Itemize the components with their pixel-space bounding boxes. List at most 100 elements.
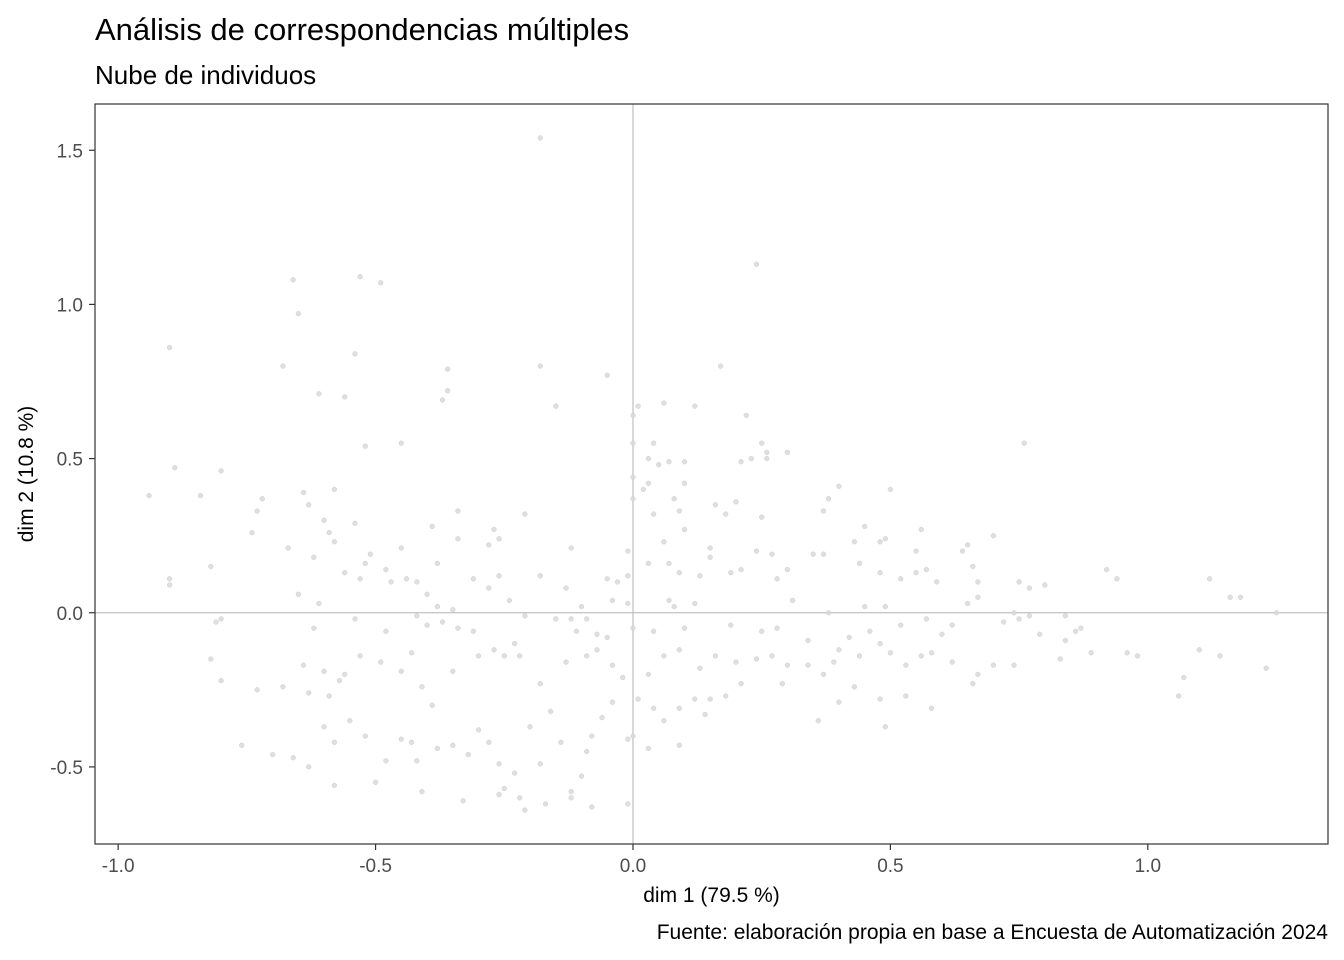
- data-point: [661, 539, 667, 545]
- data-point: [913, 570, 919, 576]
- data-point: [331, 539, 338, 545]
- data-point: [712, 653, 719, 659]
- data-point: [197, 493, 204, 499]
- data-point: [975, 594, 981, 600]
- data-point: [424, 591, 430, 597]
- data-point: [491, 647, 497, 653]
- data-point: [609, 662, 616, 668]
- data-point: [486, 585, 492, 591]
- data-point: [898, 622, 904, 628]
- data-point: [676, 647, 682, 653]
- data-point: [424, 622, 430, 628]
- data-point: [1026, 585, 1033, 591]
- data-point: [568, 788, 574, 795]
- data-point: [743, 412, 749, 419]
- data-point: [383, 566, 389, 573]
- data-point: [1026, 613, 1033, 619]
- data-point: [450, 607, 456, 613]
- data-point: [630, 733, 636, 739]
- data-point: [321, 724, 327, 730]
- data-point: [357, 576, 363, 582]
- data-point: [300, 662, 307, 668]
- data-point: [218, 677, 224, 684]
- data-point: [537, 573, 543, 579]
- x-tick-label: -1.0: [102, 856, 135, 877]
- data-point: [903, 693, 909, 699]
- data-point: [625, 573, 631, 579]
- data-point: [311, 625, 317, 631]
- data-point: [511, 770, 518, 776]
- data-point: [1273, 610, 1280, 616]
- data-point: [398, 668, 404, 674]
- data-point: [547, 708, 554, 715]
- data-point: [367, 551, 374, 557]
- data-point: [280, 684, 286, 690]
- data-point: [661, 400, 667, 406]
- data-point: [831, 659, 837, 665]
- data-point: [414, 758, 420, 764]
- data-point: [759, 440, 765, 446]
- data-point: [923, 566, 930, 573]
- data-point: [805, 662, 811, 668]
- data-point: [300, 489, 307, 496]
- data-point: [676, 508, 682, 514]
- data-point: [1016, 579, 1022, 585]
- data-point: [589, 733, 595, 739]
- data-point: [522, 807, 528, 813]
- chart-caption: Fuente: elaboración propia en base a Enc…: [656, 921, 1328, 944]
- data-point: [388, 579, 394, 585]
- data-point: [470, 576, 477, 582]
- data-point: [769, 653, 775, 659]
- data-point: [681, 459, 688, 465]
- data-point: [450, 742, 456, 748]
- data-point: [666, 597, 672, 604]
- data-point: [784, 566, 791, 573]
- data-point: [517, 653, 523, 659]
- data-point: [728, 570, 734, 576]
- data-point: [903, 662, 909, 668]
- data-point: [563, 659, 569, 665]
- data-point: [1217, 653, 1223, 659]
- data-point: [774, 625, 780, 631]
- data-point: [645, 560, 652, 567]
- data-point: [383, 628, 389, 634]
- data-point: [553, 616, 559, 622]
- data-point: [460, 798, 466, 804]
- data-point: [239, 742, 245, 748]
- data-point: [887, 650, 894, 656]
- data-point: [455, 625, 461, 631]
- data-point: [167, 582, 173, 588]
- data-point: [316, 391, 322, 397]
- data-points: [146, 135, 1280, 813]
- data-point: [856, 560, 863, 567]
- data-point: [506, 597, 513, 604]
- data-point: [681, 480, 688, 486]
- data-point: [650, 511, 657, 517]
- data-point: [573, 628, 580, 634]
- data-point: [496, 761, 502, 767]
- data-point: [1062, 637, 1069, 644]
- data-point: [625, 736, 631, 742]
- data-point: [378, 280, 384, 286]
- data-point: [578, 773, 585, 779]
- data-point: [568, 545, 574, 551]
- chart-subtitle: Nube de individuos: [95, 60, 317, 90]
- data-point: [584, 748, 590, 755]
- data-point: [707, 554, 713, 560]
- data-point: [321, 668, 327, 674]
- data-point: [1021, 440, 1027, 446]
- data-point: [692, 696, 698, 702]
- data-point: [455, 536, 461, 542]
- data-point: [475, 727, 482, 733]
- data-point: [645, 456, 652, 462]
- x-tick-label: -0.5: [359, 856, 392, 877]
- data-point: [398, 736, 404, 742]
- data-point: [836, 483, 842, 489]
- data-point: [676, 705, 682, 711]
- data-point: [254, 687, 260, 693]
- data-point: [1011, 610, 1017, 616]
- data-point: [295, 311, 302, 317]
- data-point: [553, 403, 559, 409]
- x-tick-label: 0.5: [877, 856, 903, 877]
- data-point: [630, 496, 636, 502]
